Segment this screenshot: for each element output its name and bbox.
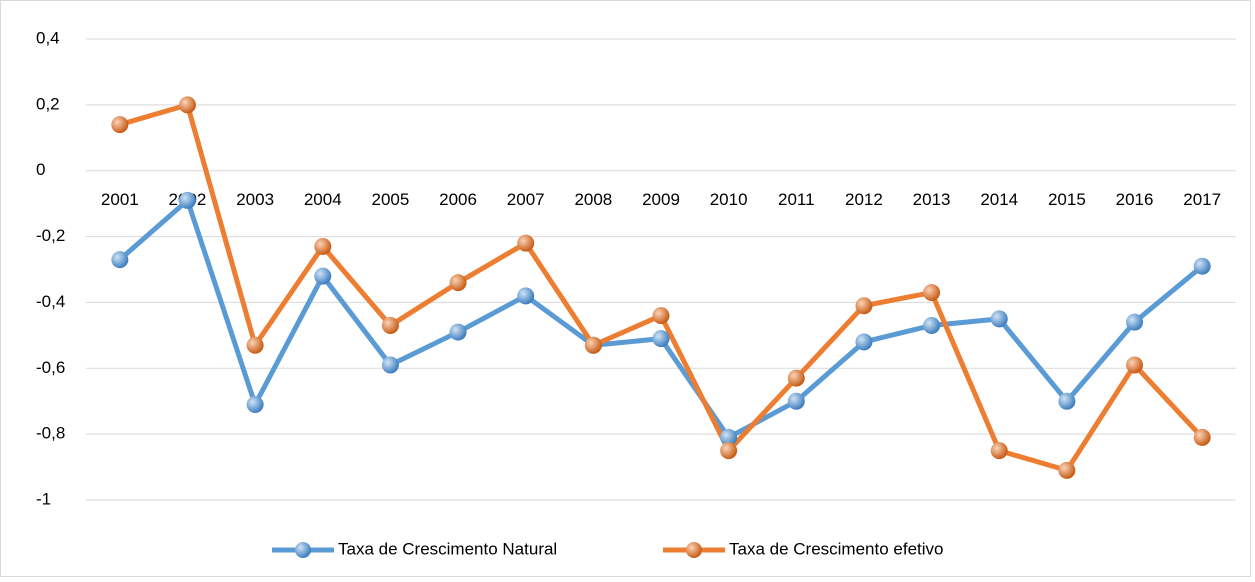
x-tick-label: 2008 [574, 190, 612, 209]
data-point [517, 287, 535, 305]
y-tick-label: -1 [36, 489, 51, 508]
data-point [787, 392, 805, 410]
data-point [787, 369, 805, 387]
y-tick-label: 0,2 [36, 94, 60, 113]
data-point [381, 356, 399, 374]
data-point [1126, 313, 1144, 331]
data-point [652, 307, 670, 325]
legend-marker [295, 542, 311, 558]
data-point [1126, 356, 1144, 374]
x-tick-label: 2016 [1116, 190, 1154, 209]
x-tick-label: 2003 [236, 190, 274, 209]
x-tick-label: 2007 [507, 190, 545, 209]
x-tick-label: 2009 [642, 190, 680, 209]
data-point [314, 237, 332, 255]
x-tick-label: 2001 [101, 190, 139, 209]
y-tick-label: 0 [36, 160, 45, 179]
legend-marker [686, 542, 702, 558]
data-point [990, 310, 1008, 328]
data-point [1058, 461, 1076, 479]
data-point [990, 442, 1008, 460]
x-tick-label: 2011 [778, 190, 815, 209]
x-tick-label: 2013 [913, 190, 951, 209]
data-point [314, 267, 332, 285]
data-point [381, 316, 399, 334]
data-point [1193, 257, 1211, 275]
x-tick-label: 2004 [304, 190, 342, 209]
x-tick-label: 2006 [439, 190, 477, 209]
y-tick-label: -0,4 [36, 292, 65, 311]
data-point [652, 330, 670, 348]
y-tick-label: -0,6 [36, 358, 65, 377]
x-tick-label: 2010 [710, 190, 748, 209]
legend-label: Taxa de Crescimento efetivo [729, 539, 944, 558]
x-tick-label: 2015 [1048, 190, 1086, 209]
data-point [923, 316, 941, 334]
data-point [720, 442, 738, 460]
data-point [855, 333, 873, 351]
data-point [517, 234, 535, 252]
y-tick-label: -0,2 [36, 226, 65, 245]
data-point [449, 274, 467, 292]
legend-label: Taxa de Crescimento Natural [338, 539, 557, 558]
y-tick-label: -0,8 [36, 424, 65, 443]
x-tick-label: 2017 [1183, 190, 1221, 209]
x-tick-label: 2005 [371, 190, 409, 209]
data-point [178, 96, 196, 114]
data-point [720, 428, 738, 446]
data-point [246, 336, 264, 354]
data-point [449, 323, 467, 341]
x-tick-label: 2014 [980, 190, 1018, 209]
data-point [246, 396, 264, 414]
data-point [111, 116, 129, 134]
data-point [1193, 428, 1211, 446]
data-point [1058, 392, 1076, 410]
data-point [178, 191, 196, 209]
data-point [111, 251, 129, 269]
data-point [923, 284, 941, 302]
x-tick-label: 2012 [845, 190, 883, 209]
y-tick-label: 0,4 [36, 28, 60, 47]
data-point [855, 297, 873, 315]
data-point [584, 336, 602, 354]
